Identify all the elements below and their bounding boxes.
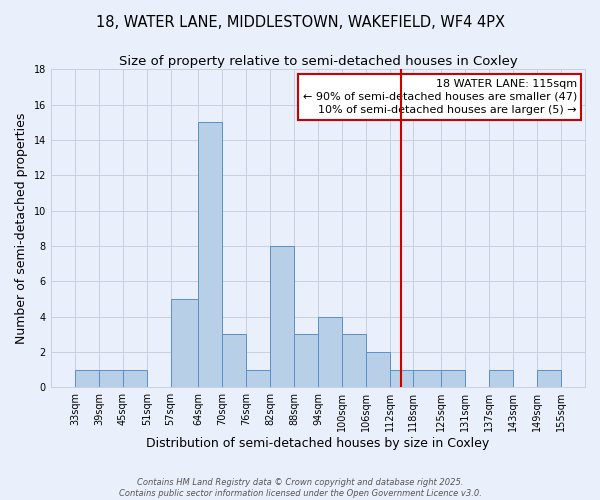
Bar [318, 316, 342, 387]
Bar [342, 334, 365, 387]
Bar [365, 352, 389, 387]
Bar [199, 122, 223, 387]
Bar [99, 370, 123, 387]
Bar [75, 370, 99, 387]
Title: Size of property relative to semi-detached houses in Coxley: Size of property relative to semi-detach… [119, 55, 517, 68]
Text: Contains HM Land Registry data © Crown copyright and database right 2025.
Contai: Contains HM Land Registry data © Crown c… [119, 478, 481, 498]
Bar [413, 370, 441, 387]
Bar [389, 370, 413, 387]
X-axis label: Distribution of semi-detached houses by size in Coxley: Distribution of semi-detached houses by … [146, 437, 490, 450]
Text: 18, WATER LANE, MIDDLESTOWN, WAKEFIELD, WF4 4PX: 18, WATER LANE, MIDDLESTOWN, WAKEFIELD, … [95, 15, 505, 30]
Text: 18 WATER LANE: 115sqm
← 90% of semi-detached houses are smaller (47)
10% of semi: 18 WATER LANE: 115sqm ← 90% of semi-deta… [303, 78, 577, 115]
Bar [270, 246, 294, 387]
Bar [223, 334, 246, 387]
Bar [294, 334, 318, 387]
Y-axis label: Number of semi-detached properties: Number of semi-detached properties [15, 112, 28, 344]
Bar [441, 370, 465, 387]
Bar [246, 370, 270, 387]
Bar [537, 370, 561, 387]
Bar [170, 299, 199, 387]
Bar [489, 370, 513, 387]
Bar [123, 370, 147, 387]
